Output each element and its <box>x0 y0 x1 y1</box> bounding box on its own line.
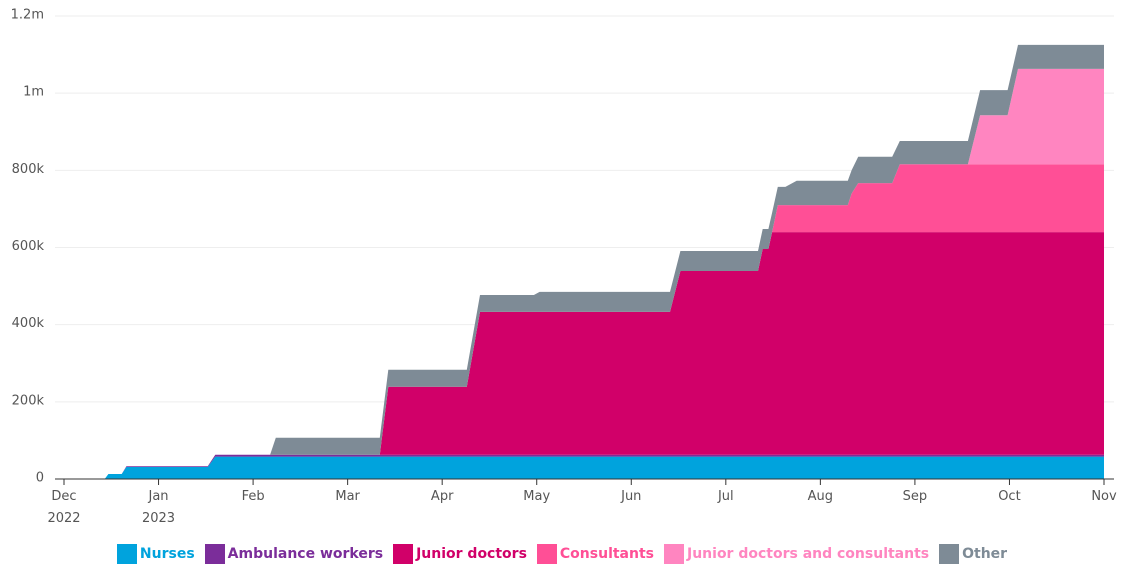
y-tick-label: 1m <box>23 85 44 100</box>
x-tick-label: Oct <box>998 489 1021 504</box>
area <box>64 164 1104 479</box>
legend-item: Consultants <box>536 544 654 564</box>
plot: 0 200k 400k 600k 800k 1m 1.2m <box>11 8 1114 486</box>
legend-swatch <box>664 544 684 564</box>
y-tick-label: 400k <box>12 316 45 331</box>
x-tick-label: Jul <box>717 489 734 504</box>
y-tick-label: 200k <box>12 393 45 408</box>
x-tick-label: Apr <box>430 489 454 504</box>
area <box>64 232 1104 479</box>
legend-swatch <box>939 544 960 564</box>
legend: Nurses Ambulance workers Junior doctors Con… <box>0 544 1124 564</box>
legend-label: Junior doctors <box>416 546 527 562</box>
legend-item: Junior doctors and consultants <box>664 544 929 564</box>
legend-swatch <box>204 544 225 564</box>
legend-label: Other <box>962 546 1008 562</box>
x-tick-label: Mar <box>335 489 360 504</box>
area <box>64 456 1104 479</box>
x-tick-label: Aug <box>807 489 834 504</box>
legend-label: Ambulance workers <box>227 546 384 562</box>
legend-label: Nurses <box>139 546 195 562</box>
y-tick-label: 1.2m <box>11 8 44 23</box>
x-tick-label: Jun <box>621 489 642 504</box>
legend-item: Other <box>939 544 1007 564</box>
legend-label: Junior doctors and consultants <box>687 546 930 562</box>
y-tick-label: 800k <box>12 162 45 177</box>
legend-item: Junior doctors <box>393 544 527 564</box>
legend-item: Nurses <box>116 544 195 564</box>
x-tick-label: Nov <box>1091 489 1117 504</box>
x-tick-label: Jan 2023 <box>141 489 176 526</box>
x-tick-label: Sep <box>902 489 928 504</box>
legend-swatch <box>536 544 557 564</box>
legend-label: Consultants <box>559 546 654 562</box>
x-tick-label: Feb <box>241 489 265 504</box>
legend-swatch <box>116 544 137 564</box>
x-tick-label: May <box>523 489 551 504</box>
y-tick-label: 0 <box>36 471 44 486</box>
legend-item: Ambulance workers <box>204 544 384 564</box>
y-tick-label: 600k <box>12 239 45 254</box>
legend-swatch <box>393 544 414 564</box>
x-tick-label: Dec 2022 <box>47 489 81 526</box>
